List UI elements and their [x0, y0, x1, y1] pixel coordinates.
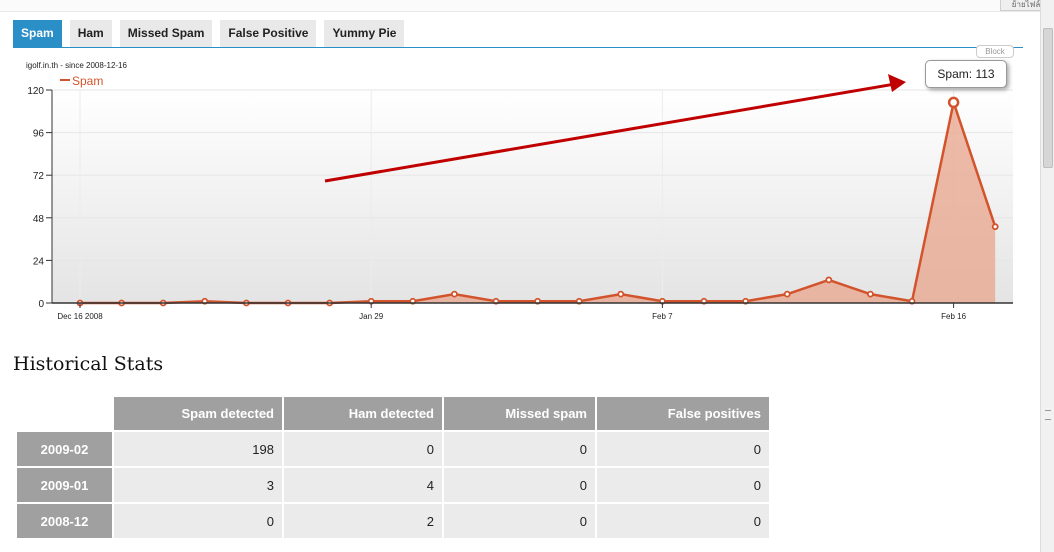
x-tick-label: Feb 16	[941, 312, 966, 321]
cell-false-positives: 0	[597, 432, 769, 466]
col-ham-detected: Ham detected	[284, 397, 442, 430]
annotation-arrow	[324, 82, 896, 183]
y-tick-label: 0	[38, 299, 44, 310]
plot-area	[52, 90, 1013, 303]
cell-spam-detected: 0	[114, 504, 282, 538]
scrollbar-thumb[interactable]	[1043, 28, 1053, 168]
cell-ham-detected: 0	[284, 432, 442, 466]
y-tick-label: 96	[33, 129, 45, 140]
y-tick-label: 120	[27, 86, 44, 97]
x-tick-label: Jan 29	[359, 312, 384, 321]
spam-data-point[interactable]	[783, 290, 791, 298]
y-tick-label: 72	[33, 171, 45, 182]
cell-spam-detected: 198	[114, 432, 282, 466]
cell-ham-detected: 4	[284, 468, 442, 502]
y-tick-label: 48	[33, 214, 45, 225]
cell-false-positives: 0	[597, 468, 769, 502]
scrollbar-grip	[1045, 410, 1051, 420]
spam-data-point[interactable]	[825, 276, 833, 284]
tab-yummy-pie[interactable]: Yummy Pie	[324, 20, 405, 47]
col-spam-detected: Spam detected	[114, 397, 282, 430]
spam-data-point[interactable]	[991, 223, 999, 231]
chart-tooltip: Spam: 113	[925, 60, 1007, 88]
x-tick-label: Feb 7	[652, 312, 673, 321]
cell-missed-spam: 0	[444, 432, 595, 466]
col-missed-spam: Missed spam	[444, 397, 595, 430]
row-label: 2008-12	[17, 504, 112, 538]
cell-ham-detected: 2	[284, 504, 442, 538]
spam-data-point[interactable]	[450, 290, 458, 298]
x-tick-label: Dec 16 2008	[57, 312, 103, 321]
annotation-arrowhead	[888, 74, 906, 92]
spam-data-point[interactable]	[947, 96, 960, 109]
chart-subtitle: igolf.in.th - since 2008-12-16	[26, 61, 128, 70]
table-header-row: Spam detected Ham detected Missed spam F…	[17, 397, 769, 430]
col-false-positives: False positives	[597, 397, 769, 430]
spam-data-point[interactable]	[617, 290, 625, 298]
legend-spam[interactable]: Spam	[72, 74, 103, 88]
y-tick-label: 24	[33, 256, 45, 267]
cell-missed-spam: 0	[444, 468, 595, 502]
tab-missed-spam[interactable]: Missed Spam	[119, 20, 213, 47]
tab-spam[interactable]: Spam	[13, 20, 62, 47]
spam-data-point[interactable]	[867, 290, 874, 298]
browser-top-strip	[0, 0, 1054, 12]
table-corner	[17, 397, 112, 430]
table-row: 2009-02 198 0 0 0	[17, 432, 769, 466]
row-label: 2009-02	[17, 432, 112, 466]
historical-stats-title: Historical Stats	[13, 353, 164, 375]
tab-bar: Spam Ham Missed Spam False Positive Yumm…	[13, 20, 405, 47]
cell-spam-detected: 3	[114, 468, 282, 502]
block-button[interactable]: Block	[976, 45, 1014, 58]
cell-missed-spam: 0	[444, 504, 595, 538]
spam-chart: 0 24 48 72 96 120 Dec 16 2008 Jan 29 Feb 7 Feb 16…	[26, 61, 1013, 321]
table-row: 2009-01 3 4 0 0	[17, 468, 769, 502]
vertical-scrollbar[interactable]	[1040, 0, 1054, 552]
tab-ham[interactable]: Ham	[69, 20, 112, 47]
row-label: 2009-01	[17, 468, 112, 502]
historical-stats-table: Spam detected Ham detected Missed spam F…	[15, 395, 771, 540]
cell-false-positives: 0	[597, 504, 769, 538]
tab-underline	[13, 47, 1023, 48]
tab-false-positive[interactable]: False Positive	[220, 20, 317, 47]
table-row: 2008-12 0 2 0 0	[17, 504, 769, 538]
